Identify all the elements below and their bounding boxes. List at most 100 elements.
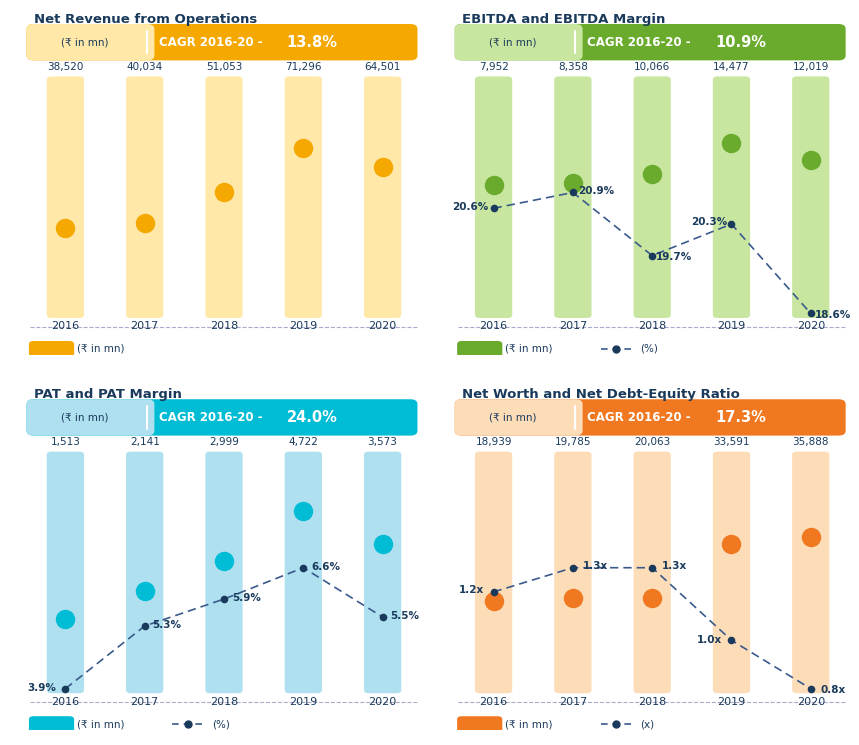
Text: CAGR 2016-20 -: CAGR 2016-20 - [159,411,267,424]
Text: 12,019: 12,019 [793,62,829,72]
Text: 7,952: 7,952 [478,62,509,72]
Text: 18,939: 18,939 [475,437,512,447]
Text: 2017: 2017 [131,697,159,707]
Text: 2018: 2018 [638,697,667,707]
Text: 18.6%: 18.6% [815,310,851,320]
FancyBboxPatch shape [46,77,84,318]
Text: 1.0x: 1.0x [697,635,722,645]
Text: 1.3x: 1.3x [661,561,687,571]
Text: (%): (%) [212,719,230,729]
FancyBboxPatch shape [27,24,155,60]
Text: (₹ in mn): (₹ in mn) [77,344,125,354]
Text: 5.9%: 5.9% [232,593,260,603]
FancyBboxPatch shape [454,399,582,436]
Text: 5.5%: 5.5% [390,611,419,621]
Text: 2019: 2019 [289,697,318,707]
Text: 20.3%: 20.3% [691,218,728,227]
FancyBboxPatch shape [634,451,671,693]
Text: 2019: 2019 [289,322,318,332]
Text: EBITDA and EBITDA Margin: EBITDA and EBITDA Margin [462,13,665,26]
Text: 2,999: 2,999 [209,437,239,447]
Text: (₹ in mn): (₹ in mn) [489,413,537,422]
Text: 2018: 2018 [210,322,238,332]
FancyBboxPatch shape [27,399,155,436]
Text: 2016: 2016 [52,697,80,707]
Text: PAT and PAT Margin: PAT and PAT Margin [34,388,181,401]
FancyBboxPatch shape [454,399,845,436]
Text: 4,722: 4,722 [289,437,318,447]
FancyBboxPatch shape [284,451,322,693]
Text: 2020: 2020 [796,697,825,707]
Text: 2016: 2016 [52,322,80,332]
Text: (%): (%) [640,344,658,354]
Text: 2017: 2017 [558,697,587,707]
Text: 20,063: 20,063 [634,437,670,447]
Text: 0.8x: 0.8x [820,685,845,695]
Text: 2,141: 2,141 [130,437,160,447]
Text: 64,501: 64,501 [364,62,401,72]
Text: 6.6%: 6.6% [311,562,340,571]
Text: CAGR 2016-20 -: CAGR 2016-20 - [588,411,695,424]
Text: 2018: 2018 [638,322,667,332]
FancyBboxPatch shape [205,77,242,318]
Text: 51,053: 51,053 [206,62,242,72]
Text: 35,888: 35,888 [793,437,829,447]
Text: CAGR 2016-20 -: CAGR 2016-20 - [588,36,695,48]
Text: 24.0%: 24.0% [287,410,338,425]
FancyBboxPatch shape [29,341,74,357]
Text: 38,520: 38,520 [47,62,83,72]
Text: 10,066: 10,066 [634,62,670,72]
Text: 14,477: 14,477 [713,62,750,72]
Text: (x): (x) [640,719,655,729]
Text: 5.3%: 5.3% [152,620,181,630]
Text: 3,573: 3,573 [368,437,398,447]
FancyBboxPatch shape [205,451,242,693]
Polygon shape [136,404,147,431]
Text: (₹ in mn): (₹ in mn) [489,37,537,47]
Text: 1,513: 1,513 [51,437,81,447]
Polygon shape [564,404,576,431]
FancyBboxPatch shape [554,77,592,318]
Text: 2020: 2020 [369,322,397,332]
Text: 2017: 2017 [131,322,159,332]
Text: Net Worth and Net Debt-Equity Ratio: Net Worth and Net Debt-Equity Ratio [462,388,740,401]
FancyBboxPatch shape [27,24,417,60]
FancyBboxPatch shape [713,77,750,318]
FancyBboxPatch shape [284,77,322,318]
FancyBboxPatch shape [126,451,163,693]
Text: 2020: 2020 [369,697,397,707]
Text: 40,034: 40,034 [126,62,163,72]
Text: 19,785: 19,785 [555,437,591,447]
Text: 13.8%: 13.8% [287,35,338,50]
FancyBboxPatch shape [29,716,74,732]
FancyBboxPatch shape [475,451,512,693]
Text: (₹ in mn): (₹ in mn) [77,719,125,729]
Text: CAGR 2016-20 -: CAGR 2016-20 - [159,36,267,48]
FancyBboxPatch shape [46,451,84,693]
Text: 33,591: 33,591 [713,437,750,447]
Text: 2017: 2017 [558,322,587,332]
FancyBboxPatch shape [457,716,503,732]
Text: Net Revenue from Operations: Net Revenue from Operations [34,13,257,26]
Text: 10.9%: 10.9% [715,35,766,50]
Text: (₹ in mn): (₹ in mn) [505,719,553,729]
Text: (₹ in mn): (₹ in mn) [61,37,108,47]
Text: 17.3%: 17.3% [715,410,765,425]
Text: 71,296: 71,296 [285,62,321,72]
FancyBboxPatch shape [475,77,512,318]
Text: 8,358: 8,358 [558,62,588,72]
FancyBboxPatch shape [554,451,592,693]
Text: 3.9%: 3.9% [27,682,56,693]
FancyBboxPatch shape [364,77,401,318]
Text: 1.3x: 1.3x [582,561,607,571]
Text: 19.7%: 19.7% [656,253,692,262]
FancyBboxPatch shape [454,24,845,60]
FancyBboxPatch shape [364,451,401,693]
FancyBboxPatch shape [713,451,750,693]
Text: 1.2x: 1.2x [459,586,484,595]
FancyBboxPatch shape [454,24,582,60]
FancyBboxPatch shape [792,451,830,693]
Text: 2019: 2019 [717,697,746,707]
FancyBboxPatch shape [792,77,830,318]
Text: 2016: 2016 [479,697,508,707]
